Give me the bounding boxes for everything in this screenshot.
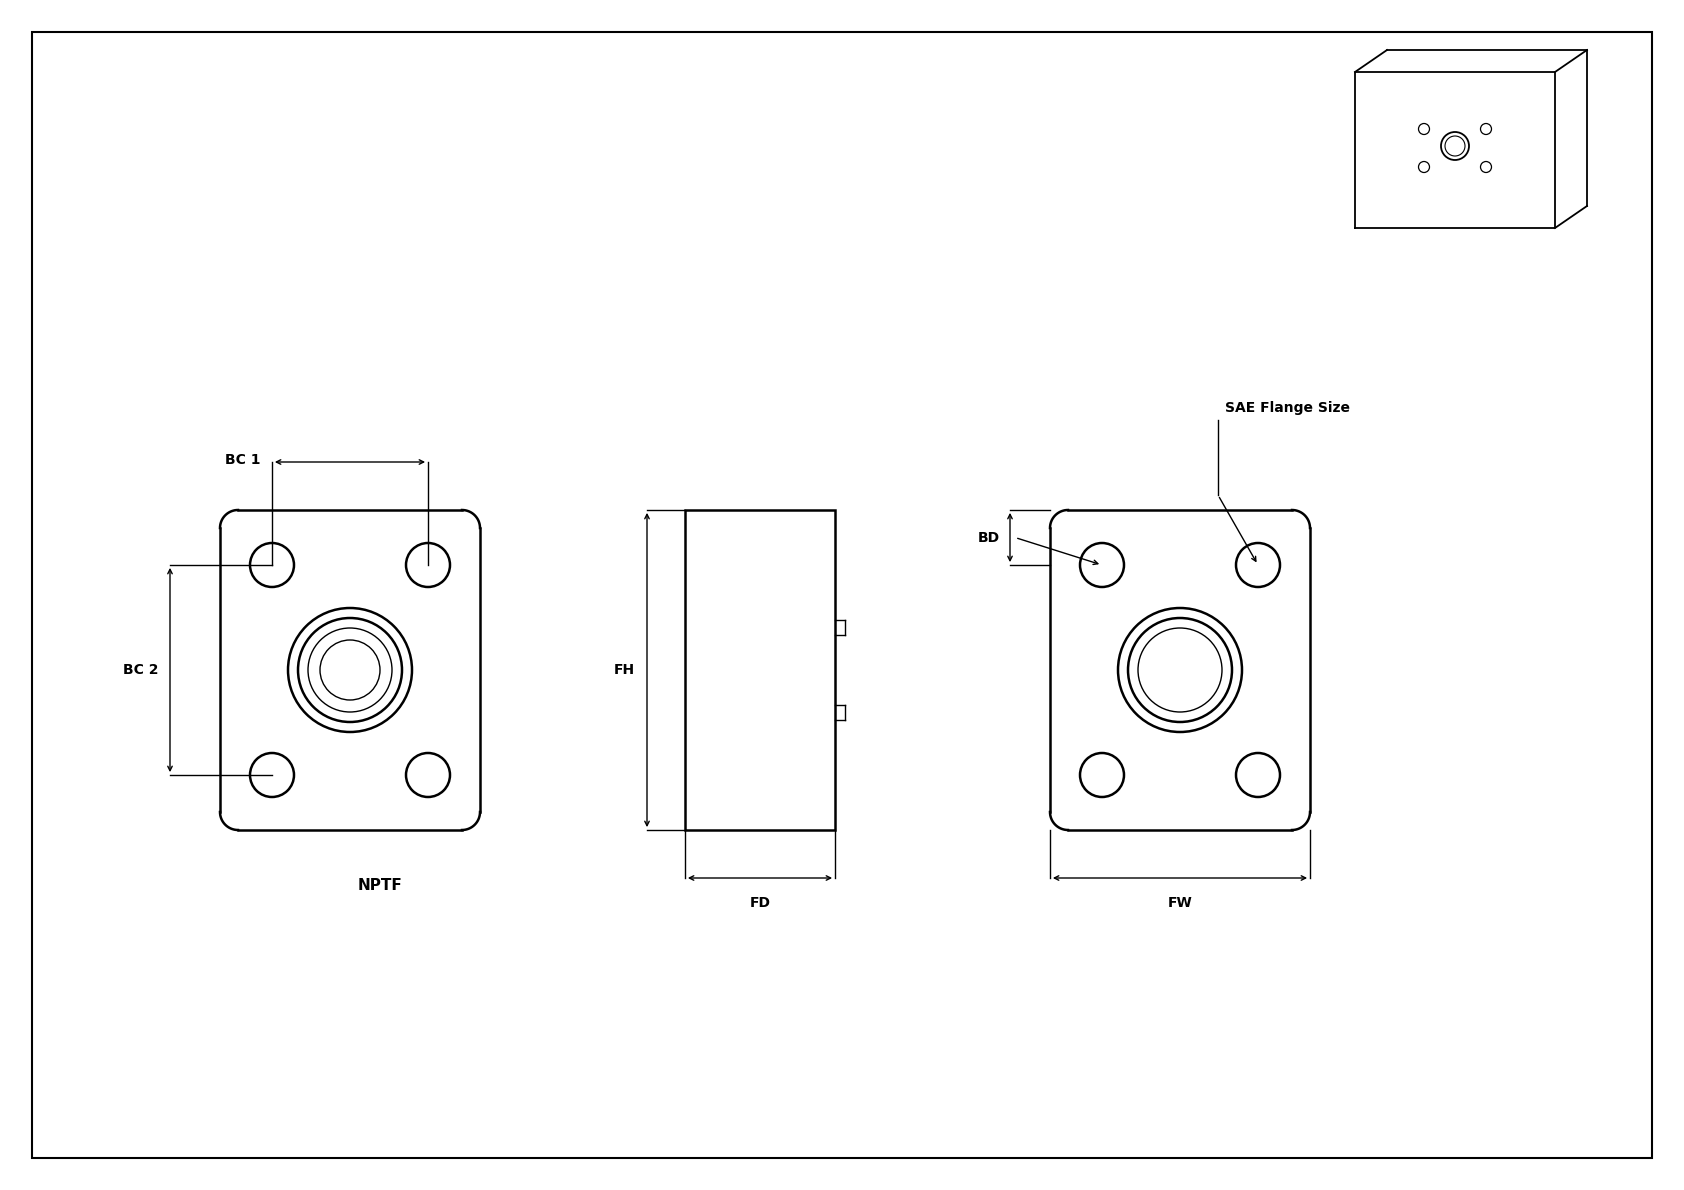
Text: FD: FD	[749, 896, 771, 910]
Text: BC 1: BC 1	[224, 453, 259, 466]
Text: FH: FH	[615, 663, 635, 677]
Text: NPTF: NPTF	[357, 878, 402, 892]
Text: BC 2: BC 2	[123, 663, 158, 677]
Text: SAE Flange Size: SAE Flange Size	[1224, 401, 1351, 415]
Bar	[685, 511, 835, 829]
Text: FW: FW	[1167, 896, 1192, 910]
Text: BD: BD	[978, 531, 1000, 545]
